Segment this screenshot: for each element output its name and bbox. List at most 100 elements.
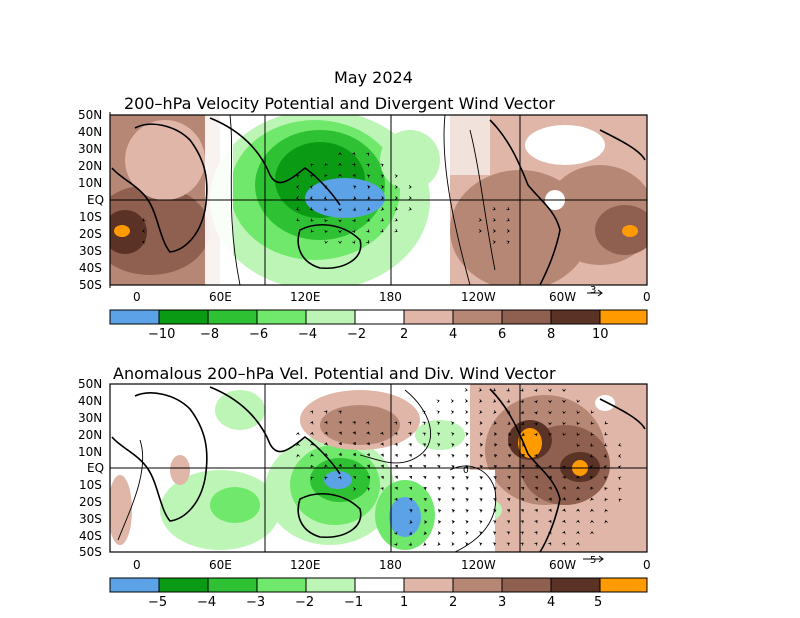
wind-vector-arrow (618, 487, 622, 491)
wind-vector-arrow (479, 410, 483, 414)
wind-vector-arrow (465, 410, 469, 414)
wind-vector-arrow (520, 388, 524, 392)
wind-vector-arrow (352, 163, 356, 167)
colorbar-label: 2 (400, 327, 409, 342)
wind-vector-arrow (408, 196, 412, 200)
wind-vector-arrow (436, 399, 440, 403)
wind-vector-arrow (465, 454, 469, 458)
wind-vector-arrow (437, 487, 441, 491)
lon-label: 120E (290, 290, 321, 304)
wind-vector-arrow (576, 531, 580, 535)
wind-vector-arrow (338, 162, 342, 166)
wind-vector-arrow (534, 475, 538, 479)
wind-vector-arrow (324, 476, 328, 480)
wind-vector-arrow (465, 421, 469, 425)
lat-label: 50N (78, 108, 103, 122)
wind-vector-arrow (352, 152, 356, 156)
wind-vector-arrow (437, 542, 441, 546)
wind-vector-arrow (507, 498, 511, 502)
lat-label: 20S (79, 495, 102, 509)
wind-vector-arrow (465, 487, 469, 491)
wind-vector-arrow (380, 431, 384, 436)
wind-vector-arrow (451, 432, 455, 436)
wind-vector-arrow (423, 465, 427, 469)
wind-vector-arrow (324, 431, 328, 435)
wind-vector-arrow (352, 441, 357, 446)
wind-vector-arrow (479, 454, 483, 458)
wind-vector-arrow (506, 207, 510, 211)
wind-vector-arrow (548, 531, 552, 535)
colorbar-label: 4 (547, 595, 556, 610)
wind-vector-arrow (310, 410, 314, 414)
wind-vector-arrow (352, 452, 357, 457)
wind-vector-arrow (492, 542, 497, 546)
wind-vector-arrow (450, 410, 455, 414)
wind-vector-arrow (338, 208, 342, 212)
top-map-title: 200–hPa Velocity Potential and Divergent… (124, 94, 555, 113)
wind-vector-arrow (324, 163, 328, 167)
bottom-map (109, 383, 648, 553)
lat-label: 20S (79, 227, 102, 241)
wind-vector-arrow (604, 443, 608, 447)
wind-vector-arrow (142, 218, 146, 222)
wind-vector-arrow (465, 520, 469, 524)
wind-vector-arrow (352, 240, 356, 244)
lon-label: 60W (549, 290, 577, 304)
bottom-map-frame (109, 383, 648, 553)
colorbar-label: −6 (249, 327, 269, 342)
wind-vector-arrow (534, 497, 538, 501)
wind-vector-arrow (562, 519, 566, 524)
wind-vector-arrow (422, 454, 427, 458)
lon-label: 120W (461, 558, 496, 572)
wind-vector-arrow (367, 196, 371, 200)
wind-vector-arrow (576, 410, 580, 414)
wind-vector-arrow (409, 497, 413, 501)
wind-vector-arrow (380, 174, 384, 178)
lon-label: 60W (549, 558, 577, 572)
wind-vector-arrow (142, 240, 146, 244)
top-map-frame (109, 114, 648, 286)
wind-vector-arrow (562, 432, 566, 436)
wind-vector-arrow (394, 432, 398, 436)
wind-vector-arrow (604, 520, 608, 524)
lat-label: 50N (78, 377, 103, 391)
wind-vector-arrow (380, 487, 384, 491)
wind-vector-arrow (381, 196, 385, 200)
wind-vector-arrow (352, 185, 357, 189)
wind-vector-arrow (310, 174, 314, 178)
wind-vector-arrow (310, 421, 314, 425)
lon-label: 180 (379, 290, 402, 304)
wind-vector-arrow (352, 421, 356, 425)
wind-vector-arrow (352, 207, 356, 211)
wind-vector-arrow (394, 218, 398, 222)
wind-vector-arrow (380, 453, 384, 457)
colorbar-label: 5 (594, 595, 603, 610)
top-reference-vector-arrow (587, 289, 603, 297)
wind-vector-arrow (324, 229, 328, 233)
wind-vector-arrow (603, 454, 607, 458)
wind-vector-arrow (465, 498, 469, 502)
wind-vector-arrow (521, 475, 525, 479)
wind-vector-arrow (548, 486, 552, 490)
lat-label: 10N (78, 176, 103, 190)
wind-vector-arrow (603, 476, 608, 480)
bottom-map-shading (110, 384, 647, 552)
wind-vector-arrow (394, 475, 398, 479)
lon-label: 0 (133, 290, 141, 304)
wind-vector-arrow (324, 421, 328, 425)
wind-vector-arrow (423, 509, 428, 513)
wind-vector-arrow (492, 240, 496, 244)
colorbar-label: −8 (200, 327, 220, 342)
lon-label: 60E (209, 558, 232, 572)
wind-vector-arrow (409, 475, 413, 479)
wind-vector-arrow (478, 399, 483, 403)
wind-vector-arrow (576, 519, 580, 524)
wind-vector-arrow (437, 531, 441, 535)
wind-vector-arrow (437, 498, 442, 502)
wind-vector-arrow (409, 486, 413, 490)
wind-vector-arrow (562, 388, 566, 392)
colorbar-label: −2 (295, 595, 315, 610)
wind-vector-arrow (492, 218, 496, 222)
wind-vector-arrow (492, 399, 497, 403)
wind-vector-arrow (394, 185, 398, 189)
